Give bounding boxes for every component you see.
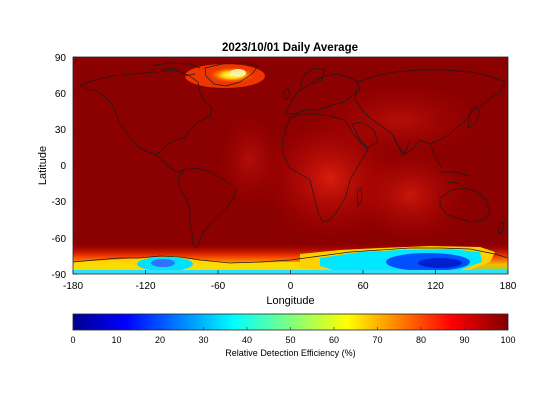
coast-central-america — [155, 154, 185, 173]
y-tick-labels: 90 60 30 0 -30 -60 -90 — [52, 53, 67, 281]
y-tick-label: -60 — [52, 234, 67, 245]
y-axis — [73, 56, 77, 275]
coastlines — [73, 62, 508, 264]
field-blue-east-deep — [418, 258, 462, 268]
cb-tick-label: 90 — [459, 335, 469, 345]
colorbar: 0 10 20 30 40 50 60 70 80 90 100 Relativ… — [70, 313, 516, 358]
coast-india — [391, 133, 411, 157]
x-axis — [72, 270, 509, 274]
cb-tick-label: 70 — [372, 335, 382, 345]
x-tick-label: -60 — [211, 281, 226, 292]
y-tick-label: 30 — [55, 125, 67, 136]
cb-tick-label: 20 — [155, 335, 165, 345]
field-region-indian — [350, 145, 470, 245]
map-field — [73, 57, 508, 274]
colorbar-label: Relative Detection Efficiency (%) — [225, 348, 355, 358]
coast-canadian-islands — [149, 62, 201, 77]
y-tick-label: 90 — [55, 53, 67, 64]
cb-tick-label: 80 — [416, 335, 426, 345]
x-tick-label: 180 — [500, 281, 517, 292]
colorbar-gradient — [73, 314, 508, 330]
coast-antarctica — [73, 247, 508, 264]
coast-new-zealand — [497, 221, 505, 235]
coast-scandinavia — [299, 67, 326, 87]
cb-tick-label: 0 — [70, 335, 75, 345]
y-axis-label: Latitude — [37, 146, 49, 185]
field-region-atlantic — [215, 110, 285, 210]
x-tick-labels: -180 -120 -60 0 60 120 180 — [63, 281, 517, 292]
cb-tick-label: 40 — [242, 335, 252, 345]
cb-tick-label: 100 — [500, 335, 515, 345]
coast-madagascar — [356, 187, 363, 207]
map-title: 2023/10/01 Daily Average — [222, 42, 358, 54]
x-tick-label: 0 — [288, 281, 294, 292]
coast-japan — [467, 105, 481, 129]
x-axis-label: Longitude — [266, 295, 314, 307]
coast-north-america — [79, 69, 213, 156]
colorbar-tick-labels: 0 10 20 30 40 50 60 70 80 90 100 — [70, 335, 515, 345]
coast-australia — [439, 187, 491, 223]
y-tick-label: -90 — [52, 270, 67, 281]
cb-tick-label: 10 — [111, 335, 121, 345]
field-blue-west — [151, 259, 175, 267]
colorbar-ticks — [72, 327, 509, 330]
coast-greenland — [204, 62, 259, 87]
cb-tick-label: 30 — [198, 335, 208, 345]
y-tick-label: -30 — [52, 197, 67, 208]
x-tick-label: 60 — [357, 281, 369, 292]
field-greenland-peak — [230, 69, 246, 77]
x-tick-label: -180 — [63, 281, 83, 292]
x-tick-label: 120 — [427, 281, 444, 292]
y-tick-label: 0 — [60, 161, 66, 172]
cb-tick-label: 50 — [285, 335, 295, 345]
coast-south-america — [177, 167, 237, 249]
coast-asia — [354, 69, 506, 155]
cb-tick-label: 60 — [329, 335, 339, 345]
coast-arabia — [351, 121, 379, 149]
coast-africa — [281, 113, 369, 223]
coast-uk — [282, 87, 291, 101]
x-tick-label: -120 — [135, 281, 155, 292]
field-antarctic-west — [73, 256, 330, 274]
coast-southeast-asia — [429, 143, 471, 185]
y-tick-label: 60 — [55, 89, 67, 100]
